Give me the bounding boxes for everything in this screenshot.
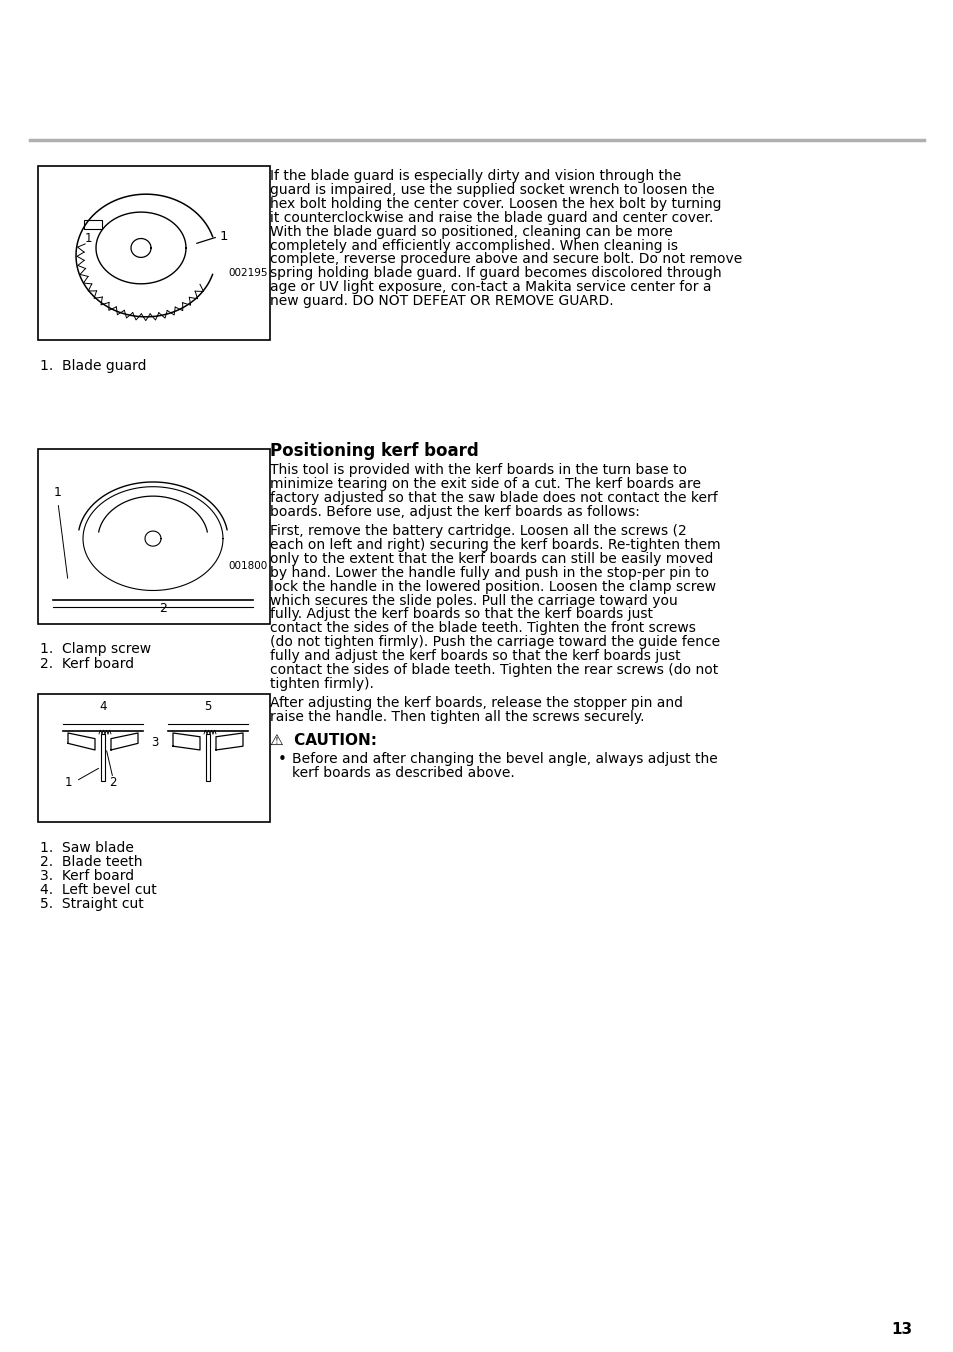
Text: lock the handle in the lowered position. Loosen the clamp screw: lock the handle in the lowered position.… xyxy=(270,580,716,594)
Text: which secures the slide poles. Pull the carriage toward you: which secures the slide poles. Pull the … xyxy=(270,594,677,607)
Text: guard is impaired, use the supplied socket wrench to loosen the: guard is impaired, use the supplied sock… xyxy=(270,183,714,196)
Text: 2.  Blade teeth: 2. Blade teeth xyxy=(40,854,142,869)
Text: With the blade guard so positioned, cleaning can be more: With the blade guard so positioned, clea… xyxy=(270,224,672,238)
Text: boards. Before use, adjust the kerf boards as follows:: boards. Before use, adjust the kerf boar… xyxy=(270,506,639,519)
Text: 001800: 001800 xyxy=(229,561,268,571)
Text: 13: 13 xyxy=(890,1322,911,1337)
Text: 4.  Left bevel cut: 4. Left bevel cut xyxy=(40,883,156,896)
Text: 2: 2 xyxy=(159,602,167,615)
Text: fully. Adjust the kerf boards so that the kerf boards just: fully. Adjust the kerf boards so that th… xyxy=(270,607,652,622)
Text: This tool is provided with the kerf boards in the turn base to: This tool is provided with the kerf boar… xyxy=(270,464,686,477)
Text: Positioning kerf board: Positioning kerf board xyxy=(270,442,478,460)
Text: 2.  Kerf board: 2. Kerf board xyxy=(40,657,134,671)
Text: contact the sides of the blade teeth. Tighten the front screws: contact the sides of the blade teeth. Ti… xyxy=(270,622,695,635)
Text: First, remove the battery cartridge. Loosen all the screws (2: First, remove the battery cartridge. Loo… xyxy=(270,523,686,538)
Text: hex bolt holding the center cover. Loosen the hex bolt by turning: hex bolt holding the center cover. Loose… xyxy=(270,196,720,211)
Text: 1.  Clamp screw: 1. Clamp screw xyxy=(40,642,151,656)
Text: 3: 3 xyxy=(152,737,158,749)
Text: only to the extent that the kerf boards can still be easily moved: only to the extent that the kerf boards … xyxy=(270,552,713,565)
Text: 002195: 002195 xyxy=(229,268,268,279)
Text: •: • xyxy=(277,752,287,767)
Text: each on left and right) securing the kerf boards. Re-tighten them: each on left and right) securing the ker… xyxy=(270,538,720,552)
Text: 1: 1 xyxy=(84,233,91,245)
Text: Before and after changing the bevel angle, always adjust the: Before and after changing the bevel angl… xyxy=(292,752,717,767)
Text: age or UV light exposure, con-tact a Makita service center for a: age or UV light exposure, con-tact a Mak… xyxy=(270,280,711,295)
Bar xyxy=(206,734,210,781)
Text: new guard. DO NOT DEFEAT OR REMOVE GUARD.: new guard. DO NOT DEFEAT OR REMOVE GUARD… xyxy=(270,295,613,308)
Bar xyxy=(38,449,270,623)
Text: fully and adjust the kerf boards so that the kerf boards just: fully and adjust the kerf boards so that… xyxy=(270,649,679,664)
Bar xyxy=(38,695,270,822)
Text: kerf boards as described above.: kerf boards as described above. xyxy=(292,767,515,780)
Text: 1.  Saw blade: 1. Saw blade xyxy=(40,841,133,854)
Text: If the blade guard is especially dirty and vision through the: If the blade guard is especially dirty a… xyxy=(270,169,680,183)
Bar xyxy=(101,734,105,781)
Bar xyxy=(38,166,270,341)
Text: 4: 4 xyxy=(99,700,107,714)
Text: spring holding blade guard. If guard becomes discolored through: spring holding blade guard. If guard bec… xyxy=(270,266,720,280)
Text: contact the sides of blade teeth. Tighten the rear screws (do not: contact the sides of blade teeth. Tighte… xyxy=(270,664,718,677)
Text: complete, reverse procedure above and secure bolt. Do not remove: complete, reverse procedure above and se… xyxy=(270,253,741,266)
Text: 5.  Straight cut: 5. Straight cut xyxy=(40,898,144,911)
Text: 3.  Kerf board: 3. Kerf board xyxy=(40,869,134,883)
Text: 1: 1 xyxy=(64,776,71,788)
Text: After adjusting the kerf boards, release the stopper pin and: After adjusting the kerf boards, release… xyxy=(270,696,682,710)
Text: 1.  Blade guard: 1. Blade guard xyxy=(40,360,147,373)
Text: (do not tighten firmly). Push the carriage toward the guide fence: (do not tighten firmly). Push the carria… xyxy=(270,635,720,649)
Text: tighten firmly).: tighten firmly). xyxy=(270,677,374,691)
Text: 2: 2 xyxy=(110,776,116,788)
Text: by hand. Lower the handle fully and push in the stop-per pin to: by hand. Lower the handle fully and push… xyxy=(270,565,708,580)
Text: completely and efficiently accomplished. When cleaning is: completely and efficiently accomplished.… xyxy=(270,238,678,253)
Text: it counterclockwise and raise the blade guard and center cover.: it counterclockwise and raise the blade … xyxy=(270,211,713,224)
Text: 1: 1 xyxy=(54,487,62,499)
Text: 1: 1 xyxy=(220,230,229,243)
Text: ⚠  CAUTION:: ⚠ CAUTION: xyxy=(270,733,376,749)
Text: raise the handle. Then tighten all the screws securely.: raise the handle. Then tighten all the s… xyxy=(270,710,644,723)
Bar xyxy=(84,219,102,228)
Text: minimize tearing on the exit side of a cut. The kerf boards are: minimize tearing on the exit side of a c… xyxy=(270,477,700,491)
Text: factory adjusted so that the saw blade does not contact the kerf: factory adjusted so that the saw blade d… xyxy=(270,491,717,506)
Text: 5: 5 xyxy=(204,700,212,714)
